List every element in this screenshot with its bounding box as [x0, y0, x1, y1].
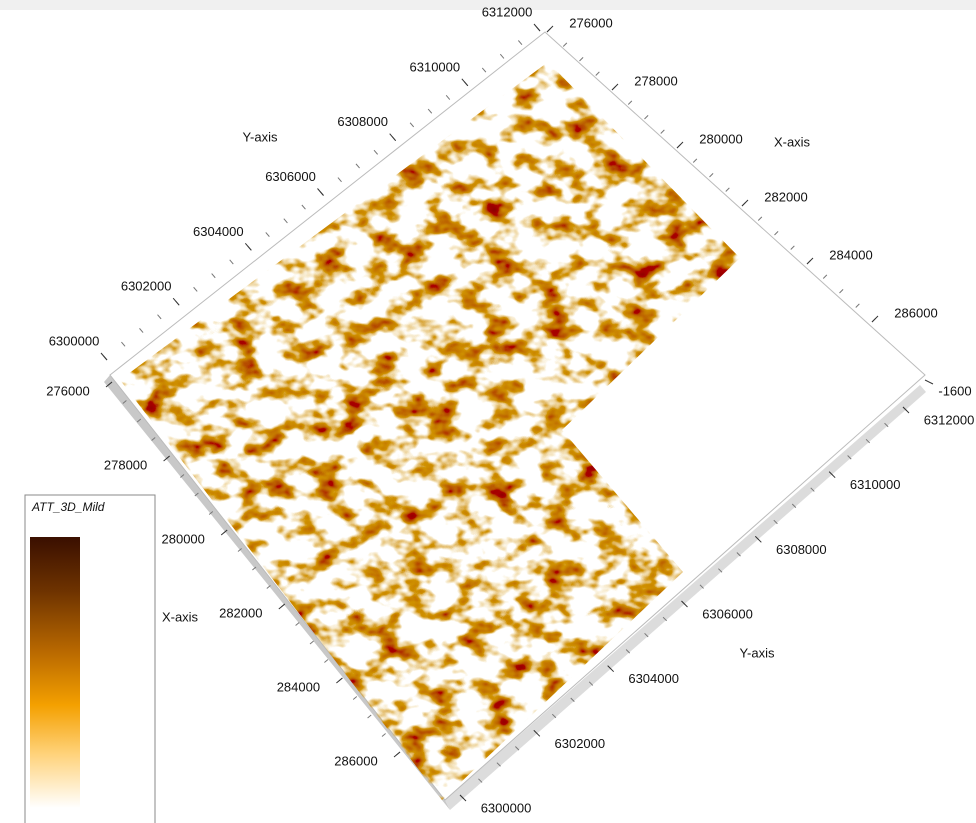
tick-mark	[807, 258, 813, 264]
tick-label: 6310000	[850, 477, 901, 492]
minor-tick	[856, 304, 860, 308]
minor-tick	[374, 150, 378, 154]
plot-window: 6300000 6302000 6304000 6306000 6308000 63100…	[0, 0, 976, 823]
tick-mark	[534, 24, 540, 31]
tick-label: 278000	[104, 457, 147, 472]
colorbar-title: ATT_3D_Mild	[31, 500, 105, 514]
minor-tick	[563, 43, 567, 47]
tick-label: 278000	[634, 73, 677, 88]
minor-tick	[284, 219, 288, 223]
minor-tick	[628, 101, 632, 105]
axis-label: X-axis	[774, 134, 811, 149]
minor-tick	[726, 188, 730, 192]
tick-mark	[612, 84, 618, 90]
tick-mark	[742, 200, 748, 206]
minor-tick	[382, 734, 386, 737]
minor-tick	[710, 173, 714, 177]
minor-tick	[368, 715, 372, 718]
tick-label: 6310000	[410, 59, 461, 74]
tick-mark	[394, 752, 400, 757]
tick-label: 282000	[764, 189, 807, 204]
minor-tick	[158, 315, 162, 319]
minor-tick	[310, 641, 314, 644]
tick-label: 6300000	[481, 800, 532, 815]
tick-label: 6300000	[49, 333, 100, 348]
minor-tick	[296, 623, 300, 626]
tick-mark	[462, 79, 468, 86]
minor-tick	[791, 246, 795, 250]
minor-tick	[775, 231, 779, 235]
tick-mark	[318, 189, 324, 196]
axis-label: Y-axis	[740, 645, 775, 660]
tick-label: 6306000	[265, 169, 316, 184]
minor-tick	[518, 41, 522, 45]
tick-mark	[872, 316, 878, 322]
minor-tick	[500, 54, 504, 58]
tick-mark	[101, 353, 107, 360]
minor-tick	[410, 123, 414, 127]
minor-tick	[266, 232, 270, 236]
minor-tick	[356, 164, 360, 168]
tick-label: 284000	[277, 679, 320, 694]
tick-mark	[245, 243, 251, 250]
axis-label: Y-axis	[243, 129, 278, 144]
minor-tick	[212, 274, 216, 278]
minor-tick	[645, 115, 649, 119]
tick-label: 6312000	[924, 412, 975, 427]
tick-mark	[547, 26, 553, 32]
tick-mark	[279, 604, 285, 609]
minor-tick	[139, 328, 143, 332]
minor-tick	[121, 342, 125, 346]
tick-label: 280000	[699, 131, 742, 146]
tick-mark	[173, 298, 179, 305]
minor-tick	[428, 109, 432, 113]
tick-label: 6306000	[702, 606, 753, 621]
minor-tick	[324, 660, 328, 663]
tick-label: 286000	[894, 305, 937, 320]
tick-label: 286000	[334, 753, 377, 768]
minor-tick	[693, 159, 697, 163]
minor-tick	[338, 178, 342, 182]
minor-tick	[446, 95, 450, 99]
tick-mark	[925, 380, 933, 384]
tick-label: 280000	[162, 531, 205, 546]
minor-tick	[230, 260, 234, 264]
tick-label: 276000	[46, 383, 89, 398]
minor-tick	[823, 275, 827, 279]
minor-tick	[353, 697, 357, 700]
tick-label: 6312000	[482, 4, 533, 19]
tick-label: -1600	[938, 383, 971, 398]
tick-mark	[677, 142, 683, 148]
minor-tick	[758, 217, 762, 221]
minor-tick	[482, 68, 486, 72]
minor-tick	[194, 287, 198, 291]
tick-label: 6304000	[193, 224, 244, 239]
tick-mark	[390, 134, 396, 141]
axis-label: X-axis	[162, 609, 199, 624]
tick-label: 6304000	[628, 671, 679, 686]
tick-label: 6308000	[337, 114, 388, 129]
minor-tick	[580, 57, 584, 61]
minor-tick	[661, 130, 665, 134]
minor-tick	[302, 205, 306, 209]
tick-label: 276000	[569, 15, 612, 30]
tick-label: 6302000	[121, 279, 172, 294]
tick-label: 282000	[219, 605, 262, 620]
tick-label: 284000	[829, 247, 872, 262]
minor-tick	[840, 289, 844, 293]
colorbar	[30, 537, 80, 808]
minor-tick	[596, 72, 600, 76]
tick-label: 6302000	[555, 736, 606, 751]
tick-mark	[336, 678, 342, 683]
tick-label: 6308000	[776, 542, 827, 557]
